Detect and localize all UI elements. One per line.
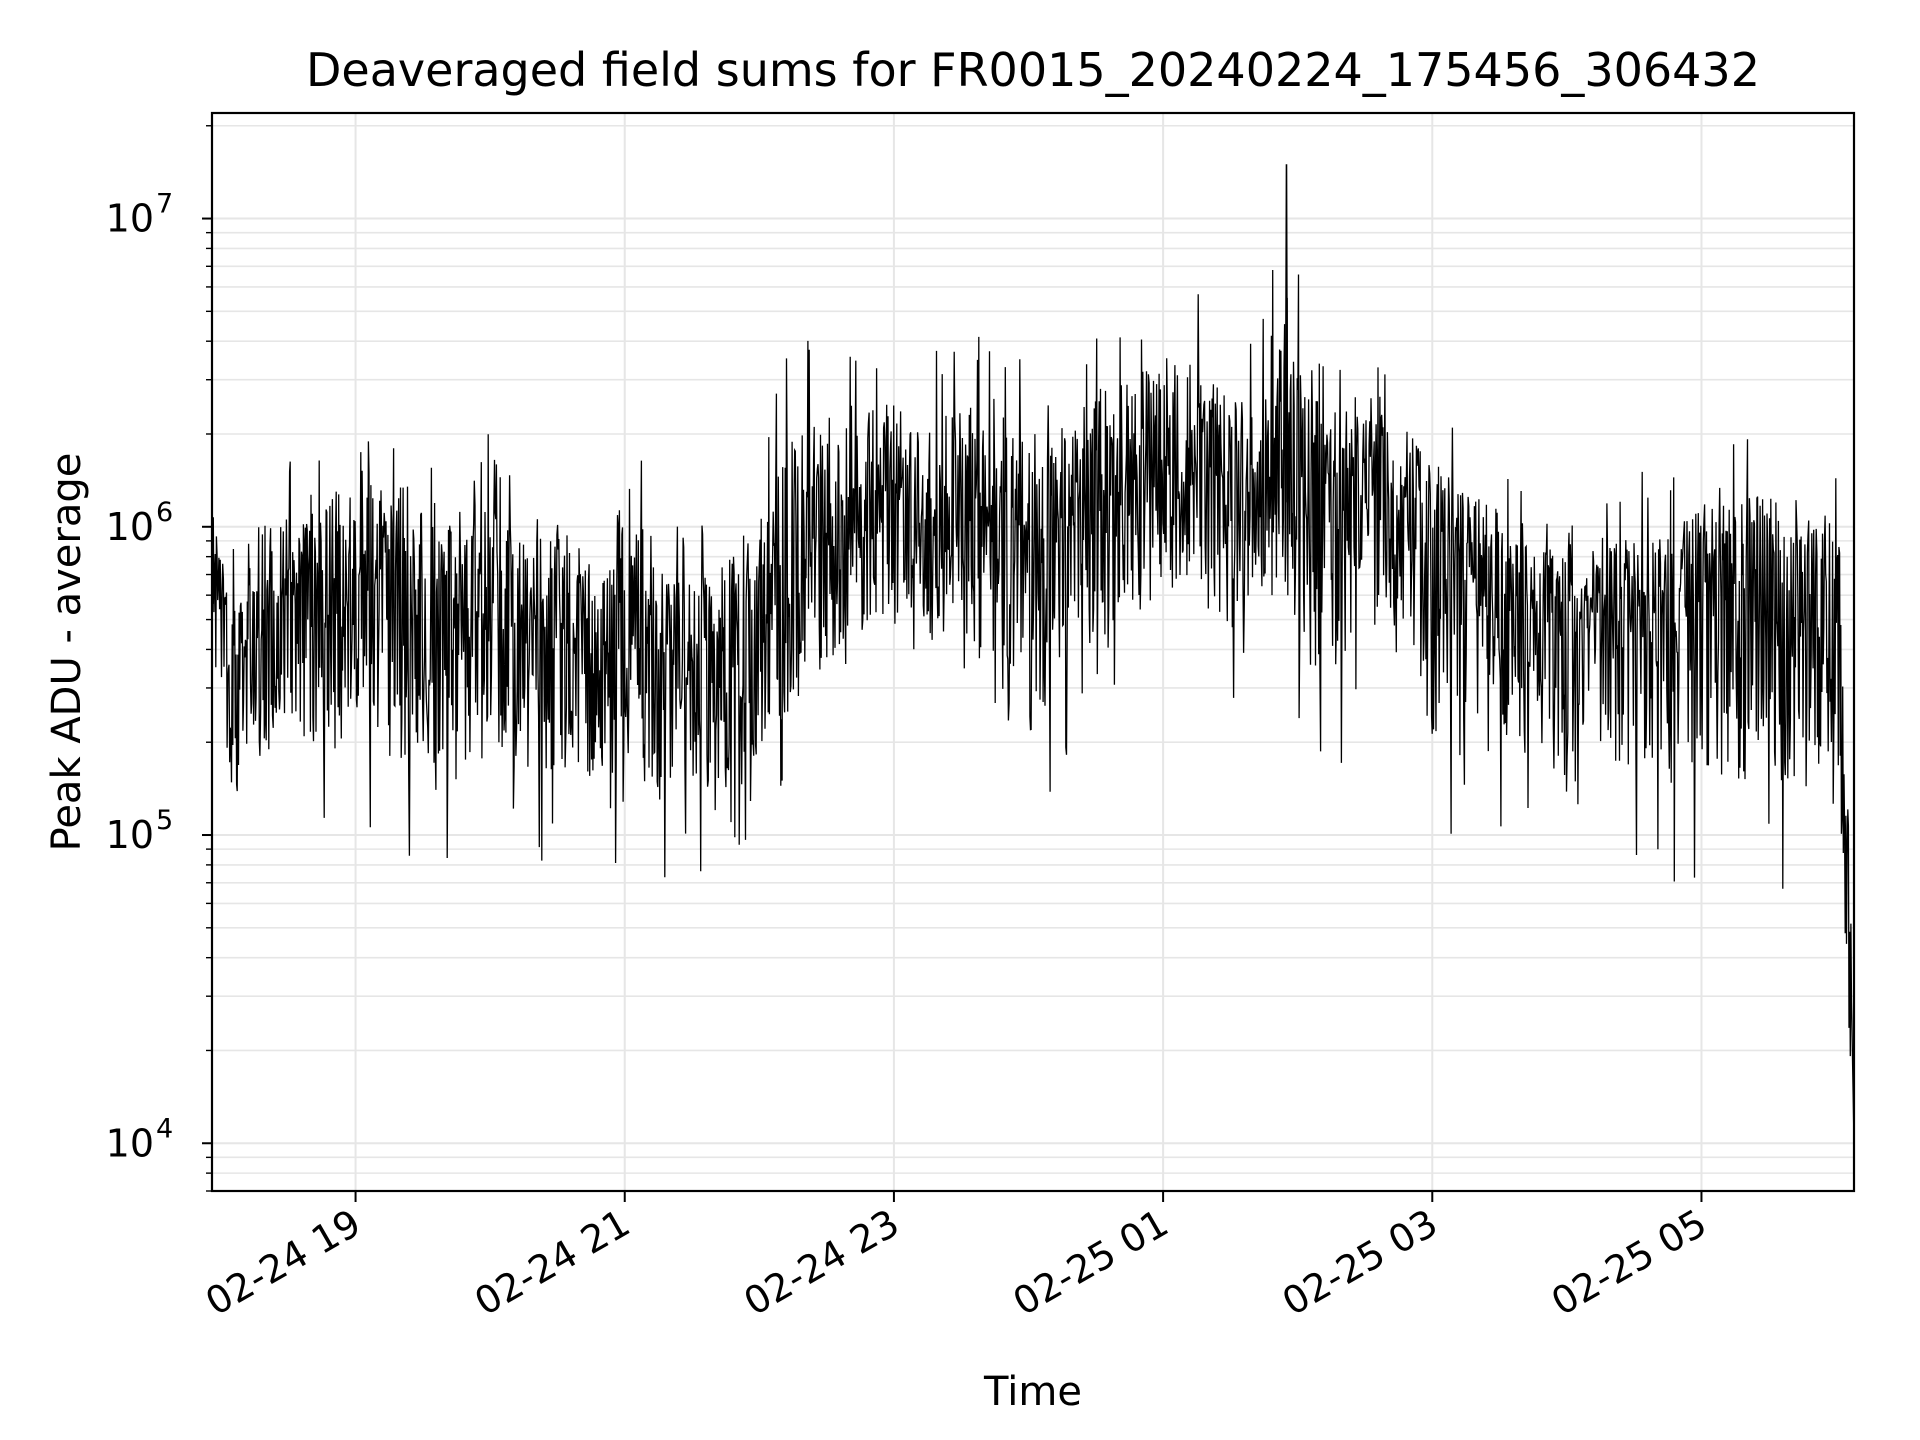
y-tick-exponent: 5 xyxy=(156,805,173,836)
y-tick-label: 10 xyxy=(106,1121,154,1165)
grid-lines xyxy=(212,113,1854,1192)
series-peak xyxy=(1284,164,1289,503)
series-line xyxy=(211,269,1855,1144)
y-tick-exponent: 4 xyxy=(156,1113,173,1144)
y-axis-label: Peak ADU - average xyxy=(44,453,90,852)
y-tick-label: 10 xyxy=(106,505,154,549)
data-series xyxy=(211,164,1855,1144)
y-tick-label: 10 xyxy=(106,813,154,857)
x-axis-label: Time xyxy=(983,1369,1082,1415)
chart-title: Deaveraged field sums for FR0015_2024022… xyxy=(306,43,1760,97)
plot-frame xyxy=(210,111,1856,1193)
y-tick-exponent: 7 xyxy=(156,189,173,220)
y-tick-label: 10 xyxy=(106,197,154,241)
y-tick-exponent: 6 xyxy=(156,497,173,528)
